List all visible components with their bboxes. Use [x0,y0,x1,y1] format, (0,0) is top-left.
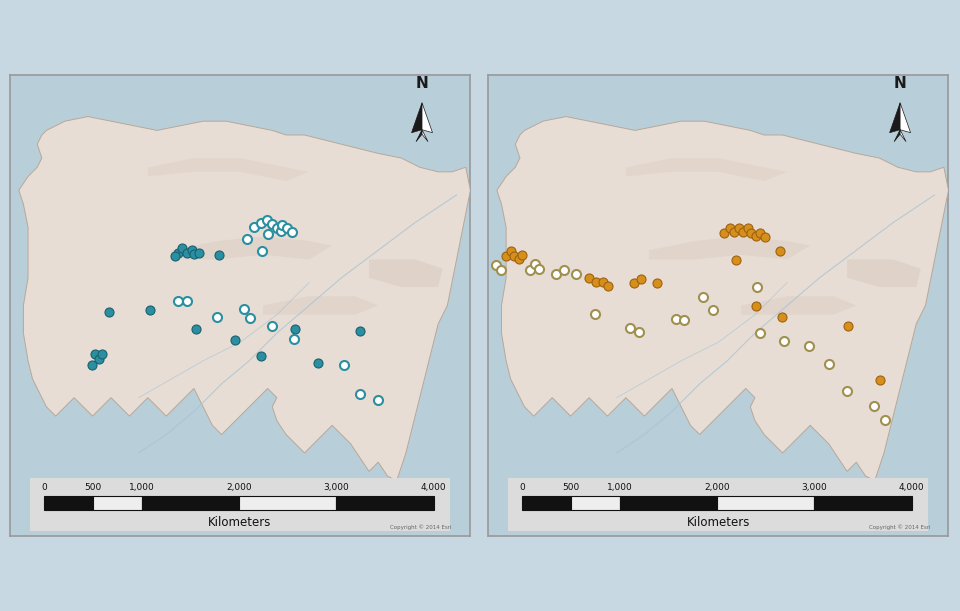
Bar [239,496,336,510]
Text: N: N [416,76,428,91]
Polygon shape [369,260,443,287]
Text: 0: 0 [41,483,47,492]
Polygon shape [412,103,422,133]
Polygon shape [422,130,428,142]
Text: 2,000: 2,000 [704,483,730,492]
Text: Kilometers: Kilometers [686,516,750,530]
Text: Copyright © 2014 Esri: Copyright © 2014 Esri [869,525,930,530]
Text: 1,000: 1,000 [607,483,633,492]
Bar [93,496,141,510]
Polygon shape [19,117,470,481]
Polygon shape [171,236,332,260]
Polygon shape [263,296,378,315]
Text: 500: 500 [563,483,580,492]
Text: 3,000: 3,000 [324,483,349,492]
Text: N: N [894,76,906,91]
Text: 3,000: 3,000 [802,483,828,492]
Polygon shape [847,260,921,287]
Polygon shape [497,117,948,481]
Text: Kilometers: Kilometers [208,516,272,530]
Bar [31,478,449,532]
Text: Copyright © 2014 Esri: Copyright © 2014 Esri [391,525,452,530]
Bar [44,496,93,510]
Bar [336,496,434,510]
Bar [814,496,912,510]
Text: 4,000: 4,000 [899,483,924,492]
Text: 4,000: 4,000 [420,483,446,492]
Polygon shape [900,103,911,133]
Polygon shape [148,158,309,181]
Text: 2,000: 2,000 [226,483,252,492]
Polygon shape [894,130,900,142]
Polygon shape [422,103,433,133]
Text: 0: 0 [519,483,525,492]
Text: 500: 500 [84,483,102,492]
Polygon shape [626,158,787,181]
Bar [717,496,814,510]
Bar [141,496,239,510]
Polygon shape [416,130,422,142]
Bar [509,478,927,532]
Polygon shape [900,130,906,142]
Bar [522,496,571,510]
Bar [619,496,717,510]
Polygon shape [890,103,900,133]
Polygon shape [741,296,856,315]
Polygon shape [649,236,810,260]
Text: 1,000: 1,000 [129,483,155,492]
Bar [571,496,619,510]
